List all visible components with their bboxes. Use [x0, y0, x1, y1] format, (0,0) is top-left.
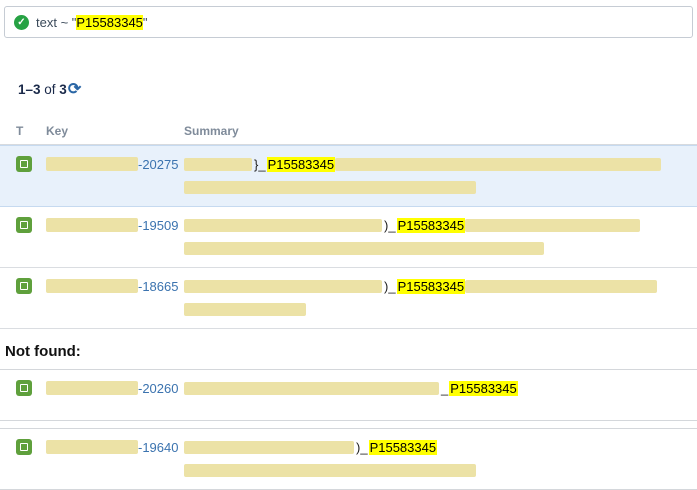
search-highlight: P15583345: [449, 380, 518, 396]
search-highlight: P15583345: [368, 439, 438, 455]
issue-type-icon[interactable]: [16, 156, 32, 172]
redacted-text: [335, 157, 662, 171]
results-table-header: T Key Summary: [0, 124, 697, 145]
redacted-text: [184, 463, 476, 477]
summary-fragment: }_: [254, 156, 266, 172]
col-header-key: Key: [46, 124, 69, 138]
redacted-text: [184, 218, 382, 232]
issue-key-link[interactable]: -19509: [138, 217, 179, 233]
redacted-text: [184, 381, 439, 395]
issue-type-icon[interactable]: [16, 439, 32, 455]
refresh-icon[interactable]: ⟳: [67, 81, 82, 98]
summary-fragment: )_: [356, 439, 368, 455]
redacted-text: [184, 180, 476, 194]
table-row[interactable]: -20260 _ P15583345: [0, 369, 697, 421]
issue-key-link[interactable]: -20275: [138, 156, 179, 172]
redacted-text: [184, 279, 382, 293]
redacted-text: [184, 241, 544, 255]
issue-type-icon[interactable]: [16, 380, 32, 396]
search-highlight: P15583345: [396, 278, 466, 294]
issue-type-icon[interactable]: [16, 217, 32, 233]
results-range: 1–3: [18, 82, 41, 97]
col-header-summary: Summary: [184, 124, 239, 138]
table-row[interactable]: -20275 }_ P15583345: [0, 145, 697, 207]
table-row[interactable]: -18665 )_ P15583345: [0, 268, 697, 329]
search-highlight: P15583345: [266, 156, 336, 172]
redacted-project-key: [46, 157, 138, 171]
col-header-type: T: [16, 124, 24, 138]
search-query-text: text ~ "P15583345": [36, 14, 148, 30]
redacted-project-key: [46, 218, 138, 232]
query-prefix: text ~ ": [36, 14, 77, 30]
redacted-text: [184, 157, 252, 171]
redacted-text: [184, 302, 306, 316]
table-row[interactable]: -19640 )_ P15583345: [0, 428, 697, 490]
redacted-text: [184, 440, 354, 454]
query-highlight: P15583345: [76, 14, 143, 30]
results-of-text: of: [40, 82, 60, 97]
results-count: 1–3 of 3⟳: [18, 82, 697, 98]
search-highlight: P15583345: [396, 217, 466, 233]
table-row[interactable]: -19509 )_ P15583345: [0, 207, 697, 268]
query-suffix: ": [142, 14, 148, 30]
redacted-project-key: [46, 279, 138, 293]
redacted-project-key: [46, 381, 138, 395]
issue-key-link[interactable]: -18665: [138, 278, 179, 294]
search-query-input[interactable]: ✓ text ~ "P15583345": [4, 6, 693, 38]
redacted-text: [465, 279, 658, 293]
issue-type-icon[interactable]: [16, 278, 32, 294]
summary-fragment: _: [441, 380, 449, 396]
summary-fragment: )_: [384, 217, 396, 233]
not-found-heading: Not found:: [5, 343, 81, 360]
summary-fragment: )_: [384, 278, 396, 294]
issue-key-link[interactable]: -19640: [138, 439, 179, 455]
redacted-project-key: [46, 440, 138, 454]
issue-key-link[interactable]: -20260: [138, 380, 179, 396]
query-valid-check-icon: ✓: [14, 14, 29, 30]
redacted-text: [465, 218, 641, 232]
results-total: 3: [59, 82, 67, 97]
